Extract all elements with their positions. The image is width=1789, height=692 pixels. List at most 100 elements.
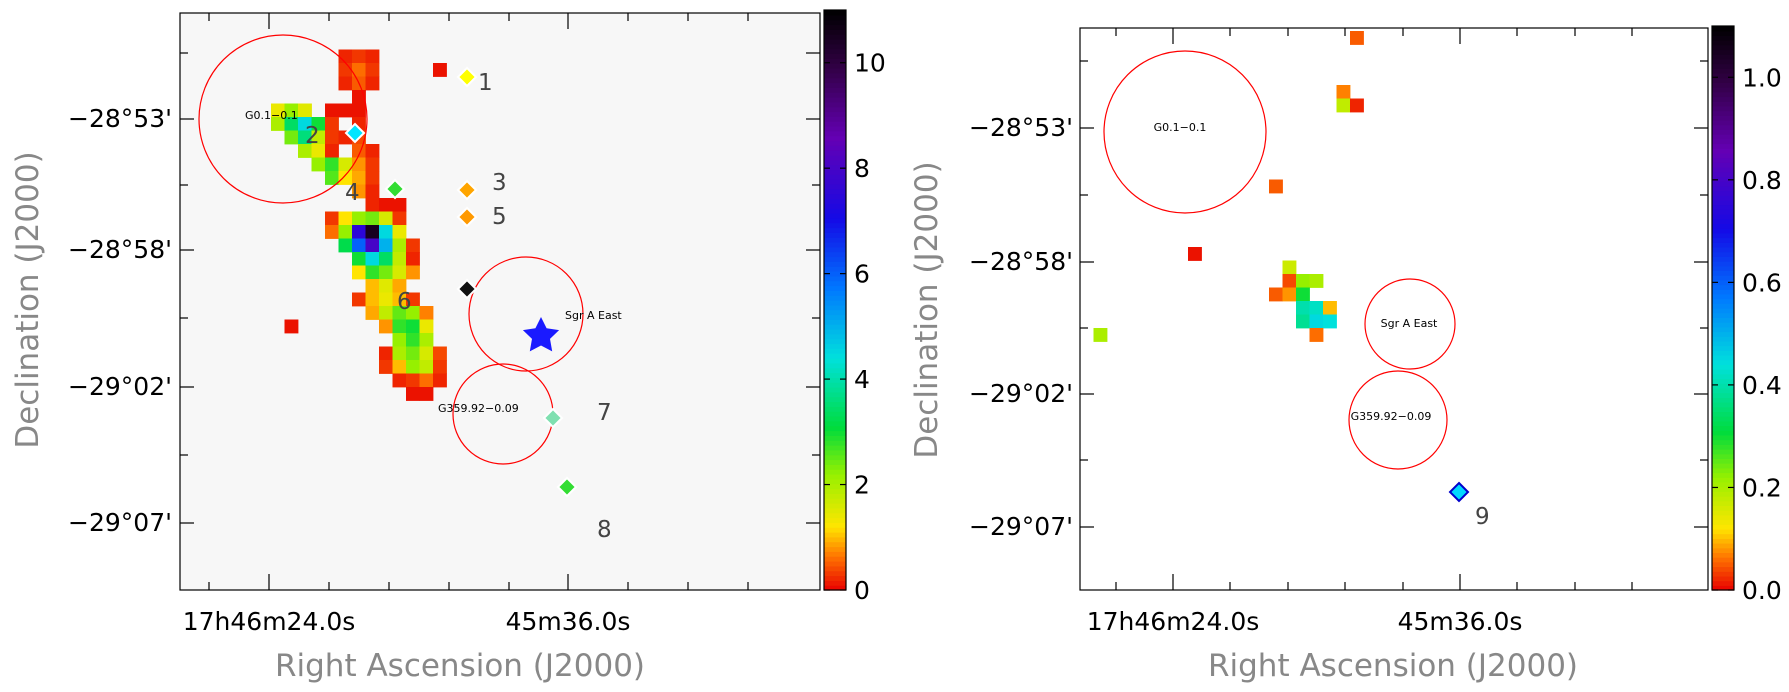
colorbar-segment (1712, 585, 1734, 591)
colorbar-segment (1712, 293, 1734, 300)
colorbar-segment (1712, 340, 1734, 347)
heatmap-cell (1093, 328, 1108, 342)
right-region-label-g359: G359.92−0.09 (1351, 410, 1432, 423)
heatmap-cell (1336, 98, 1351, 113)
left-colorbar (824, 10, 846, 591)
colorbar-segment (1712, 430, 1734, 436)
left-panel: G0.1−0.1 Sgr A East G359.92−0.09 1 2 3 4… (10, 9, 886, 684)
colorbar-segment (824, 570, 846, 577)
colorbar-segment (824, 169, 846, 175)
heatmap-cell (392, 292, 407, 307)
left-region-label-g359: G359.92−0.09 (438, 402, 519, 415)
heatmap-cell (406, 333, 420, 347)
colorbar-segment (824, 179, 846, 185)
heatmap-cell (1282, 260, 1297, 275)
colorbar-segment (1712, 181, 1734, 187)
colorbar-segment (824, 488, 846, 494)
heatmap-cell (284, 103, 299, 118)
colorbar-segment (1712, 336, 1734, 342)
colorbar-segment (824, 561, 846, 567)
colorbar-segment (1712, 242, 1734, 248)
colorbar-segment (1712, 463, 1734, 469)
colorbar-segment (1712, 134, 1734, 140)
heatmap-cell (311, 130, 326, 145)
colorbar-segment (824, 541, 846, 548)
colorbar-segment (824, 280, 846, 287)
colorbar-segment (824, 425, 846, 432)
heatmap-cell (365, 171, 380, 185)
colorbar-segment (1712, 322, 1734, 328)
source-label-3: 3 (492, 170, 507, 196)
heatmap-cell (379, 292, 393, 307)
colorbar-tick-label: 0 (854, 576, 870, 605)
colorbar-segment (1712, 284, 1734, 290)
heatmap-cell (365, 49, 380, 64)
heatmap-cell (392, 346, 407, 361)
heatmap-cell (406, 252, 420, 266)
colorbar-segment (824, 285, 846, 291)
colorbar-segment (824, 106, 846, 113)
heatmap-cell (284, 319, 299, 334)
colorbar-segment (824, 585, 846, 591)
colorbar-segment (824, 512, 846, 519)
colorbar-segment (824, 435, 846, 441)
heatmap-cell (1323, 314, 1337, 329)
colorbar-segment (824, 474, 846, 480)
left-y-tick-label-2: −28°58' (68, 235, 172, 264)
colorbar-segment (824, 445, 846, 451)
colorbar-segment (824, 29, 846, 35)
colorbar-segment (1712, 176, 1734, 182)
heatmap-cell (1282, 287, 1297, 302)
heatmap-cell (379, 279, 393, 293)
colorbar-segment (1712, 472, 1734, 478)
colorbar-segment (1712, 317, 1734, 323)
colorbar-tick-label: 0.4 (1742, 371, 1782, 400)
heatmap-cell (352, 252, 366, 266)
colorbar-segment (824, 275, 846, 282)
colorbar-segment (824, 188, 846, 195)
heatmap-cell (325, 171, 339, 185)
right-region-circle-sgr-a-east (1364, 278, 1456, 370)
colorbar-segment (824, 251, 846, 258)
colorbar-segment (1712, 101, 1734, 107)
colorbar-segment (1712, 279, 1734, 286)
colorbar-segment (1712, 162, 1734, 168)
colorbar-segment (824, 126, 846, 132)
colorbar-segment (1712, 152, 1734, 159)
colorbar-segment (824, 24, 846, 30)
colorbar-segment (824, 271, 846, 277)
heatmap-cell (406, 306, 420, 320)
colorbar-segment (1712, 237, 1734, 243)
colorbar-segment (824, 498, 846, 504)
colorbar-segment (824, 246, 846, 253)
colorbar-segment (824, 184, 846, 190)
colorbar-segment (824, 391, 846, 398)
colorbar-segment (824, 232, 846, 238)
heatmap-cell (352, 184, 366, 199)
colorbar-segment (1712, 256, 1734, 262)
heatmap-cell (325, 211, 339, 226)
colorbar-segment (824, 343, 846, 349)
colorbar-segment (1712, 439, 1734, 445)
colorbar-segment (824, 295, 846, 301)
colorbar-segment (824, 546, 846, 552)
colorbar-segment (824, 222, 846, 229)
colorbar-segment (824, 464, 846, 470)
heatmap-cell (271, 117, 285, 131)
colorbar-segment (824, 478, 846, 485)
colorbar-segment (824, 575, 846, 581)
colorbar-segment (1712, 185, 1734, 192)
colorbar-segment (824, 430, 846, 436)
colorbar-segment (1712, 96, 1734, 102)
colorbar-segment (1712, 392, 1734, 398)
heatmap-cell (1323, 301, 1337, 315)
source-label-9: 9 (1475, 504, 1490, 530)
heatmap-cell (419, 333, 434, 347)
heatmap-cell (419, 360, 434, 374)
colorbar-segment (824, 503, 846, 509)
heatmap-cell (338, 171, 353, 185)
colorbar-segment (824, 459, 846, 465)
colorbar-segment (1712, 467, 1734, 474)
colorbar-tick-label: 4 (854, 365, 870, 394)
